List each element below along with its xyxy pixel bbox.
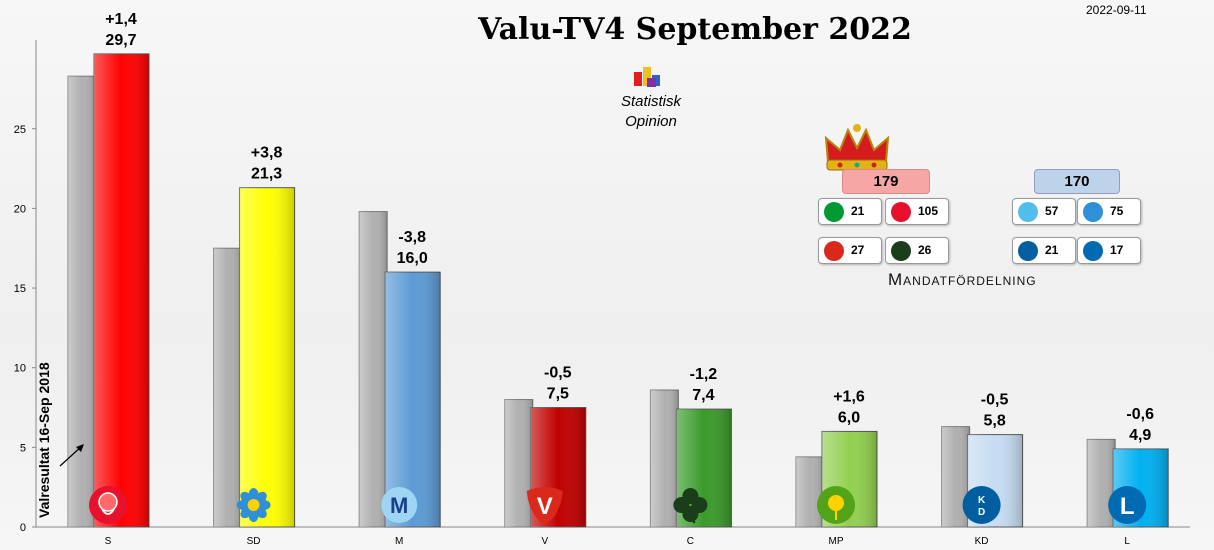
svg-text:L: L (1120, 493, 1135, 520)
l-letter-icon: L (1108, 486, 1147, 524)
x-tick-label: M (395, 536, 403, 547)
kd-logo-icon: KD (962, 486, 1001, 524)
c-clover-icon (673, 488, 708, 524)
s-rose-icon (89, 486, 127, 524)
seat-box-c: 26 (885, 237, 949, 264)
y-tick-label: 20 (14, 203, 26, 215)
x-tick-label: SD (247, 536, 261, 547)
x-tick-label: C (687, 536, 694, 547)
seat-count: 27 (851, 243, 865, 257)
seat-box-sd: 75 (1077, 198, 1141, 225)
seat-box-v: 27 (818, 237, 882, 264)
clover-icon (891, 241, 911, 261)
source-line-2: Opinion (625, 113, 677, 130)
value-label: 7,5 (547, 386, 569, 403)
change-label: -0,5 (981, 392, 1009, 409)
seat-box-s: 105 (885, 198, 949, 225)
chart-title: Valu-TV4 September 2022 (478, 12, 912, 47)
baseline-arrow-icon (59, 444, 84, 467)
m-letter-icon (1018, 202, 1038, 222)
baseline-label: Valresultat 16-Sep 2018 (36, 362, 52, 518)
bar-2018-shade (796, 456, 824, 527)
svg-text:K: K (978, 495, 986, 506)
seat-box-c: 21 (818, 198, 882, 225)
seat-count: 17 (1110, 243, 1124, 257)
y-tick-label: 10 (14, 363, 26, 375)
bar-2018-shade (359, 211, 388, 527)
crown-icon (824, 124, 890, 171)
mp-sun-icon (817, 486, 855, 524)
chart-date: 2022-09-11 (1086, 3, 1147, 17)
seat-box-kd: 21 (1012, 237, 1076, 264)
bar-current-shade (385, 272, 441, 527)
value-label: 21,3 (251, 166, 282, 183)
left-bloc-total: 179 (842, 169, 930, 194)
kd-logo-icon (1018, 241, 1038, 261)
y-tick-label: 15 (14, 283, 26, 295)
y-tick-label: 0 (20, 522, 26, 534)
seat-box-m: 57 (1012, 198, 1076, 225)
value-label: 4,9 (1129, 427, 1151, 444)
seat-box-l: 17 (1077, 237, 1141, 264)
right-bloc-total: 170 (1034, 169, 1120, 194)
bar-current-shade (94, 53, 149, 528)
s-rose-icon (891, 202, 911, 222)
l-letter-icon (1083, 241, 1103, 261)
x-tick-label: S (105, 536, 112, 547)
source-line-1: Statistisk (620, 93, 681, 110)
seat-count: 57 (1045, 204, 1059, 218)
bar-2018-shade (213, 248, 242, 527)
x-tick-label: MP (829, 536, 844, 547)
seat-count: 75 (1110, 204, 1124, 218)
sd-flower-icon (1083, 202, 1103, 222)
bar-2018-shade (504, 399, 533, 527)
seat-count: 26 (918, 243, 932, 257)
value-label: 6,0 (838, 409, 860, 426)
value-label: 29,7 (105, 32, 136, 49)
value-label: 5,8 (983, 413, 1005, 430)
x-tick-label: KD (975, 536, 989, 547)
seat-count: 21 (851, 204, 865, 218)
change-label: +3,8 (251, 145, 283, 162)
change-label: -0,6 (1126, 406, 1154, 423)
change-label: -3,8 (398, 229, 426, 246)
mandat-label: Mandatfördelning (888, 270, 1037, 289)
seat-count: 21 (1045, 243, 1059, 257)
sd-flower-icon (236, 488, 271, 522)
svg-text:V: V (537, 493, 553, 520)
statistisk-opinion-logo-icon (634, 67, 660, 87)
value-label: 7,4 (692, 387, 714, 404)
v-letter-icon (824, 241, 844, 261)
seat-count: 105 (918, 204, 939, 218)
x-tick-label: L (1124, 536, 1130, 547)
m-letter-icon: M (381, 487, 418, 523)
source-label: Statistisk Opinion (608, 92, 694, 132)
y-tick-label: 25 (14, 124, 26, 136)
svg-text:D: D (978, 507, 985, 518)
bar-current-shade (239, 187, 295, 528)
change-label: +1,6 (833, 388, 865, 405)
value-label: 16,0 (397, 250, 428, 267)
x-tick-label: V (541, 536, 548, 547)
bar-2018-shade (68, 76, 96, 527)
svg-text:M: M (390, 493, 408, 518)
c-clover-sun-icon (824, 202, 844, 222)
change-label: -0,5 (544, 365, 572, 382)
y-tick-label: 5 (20, 442, 26, 454)
change-label: +1,4 (105, 11, 137, 28)
change-label: -1,2 (690, 366, 718, 383)
v-letter-icon: V (526, 487, 563, 525)
